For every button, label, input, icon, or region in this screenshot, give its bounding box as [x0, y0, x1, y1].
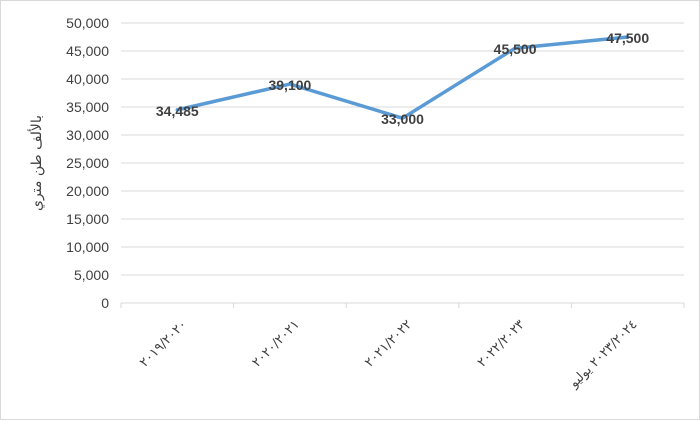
data-label: 39,100	[268, 77, 311, 93]
x-tick-labels: ٢٠١٩/٢٠٢٠ ٢٠٢٠/٢٠٢١ ٢٠٢١/٢٠٢٢ ٢٠٢٢/٢٠٢٣ ٢٠٢٣…	[120, 303, 685, 392]
y-tick-label: 0	[101, 295, 109, 311]
y-tick-label: 45,000	[66, 43, 109, 59]
y-tick-label: 50,000	[66, 15, 109, 31]
data-label: 45,500	[494, 41, 537, 57]
x-tick-label: ٢٠٢٣/٢٠٢٤ يوليو	[566, 317, 640, 391]
y-tick-labels: 0 5,000 10,000 15,000 20,000 25,000 30,000 35,0…	[66, 15, 109, 311]
series-lines	[175, 35, 630, 120]
y-tick-label: 40,000	[66, 71, 109, 87]
data-label: 34,485	[156, 103, 199, 119]
y-tick-label: 25,000	[66, 155, 109, 171]
x-tick-label: ٢٠٢١/٢٠٢٢	[362, 317, 415, 370]
series-line	[175, 35, 630, 120]
data-point	[626, 35, 630, 39]
data-label: 33,000	[381, 111, 424, 127]
data-label: 47,500	[606, 30, 649, 46]
data-point	[175, 108, 179, 112]
y-tick-label: 5,000	[74, 267, 109, 283]
x-tick-label: ٢٠٢٢/٢٠٢٣	[475, 317, 528, 370]
y-tick-label: 20,000	[66, 183, 109, 199]
y-tick-label: 10,000	[66, 239, 109, 255]
gridlines	[121, 22, 684, 304]
data-point	[288, 82, 292, 86]
data-labels: 34,485 39,100 33,000 45,500 47,500	[156, 30, 649, 127]
x-tick-label: ٢٠١٩/٢٠٢٠	[137, 317, 190, 370]
x-tick-label: ٢٠٢٠/٢٠٢١	[250, 317, 303, 370]
data-point	[513, 46, 517, 50]
data-point	[401, 116, 404, 120]
y-axis-label: بالألف طن متري	[27, 115, 45, 211]
y-tick-label: 30,000	[66, 127, 109, 143]
y-tick-label: 35,000	[66, 99, 109, 115]
y-tick-label: 15,000	[66, 211, 109, 227]
